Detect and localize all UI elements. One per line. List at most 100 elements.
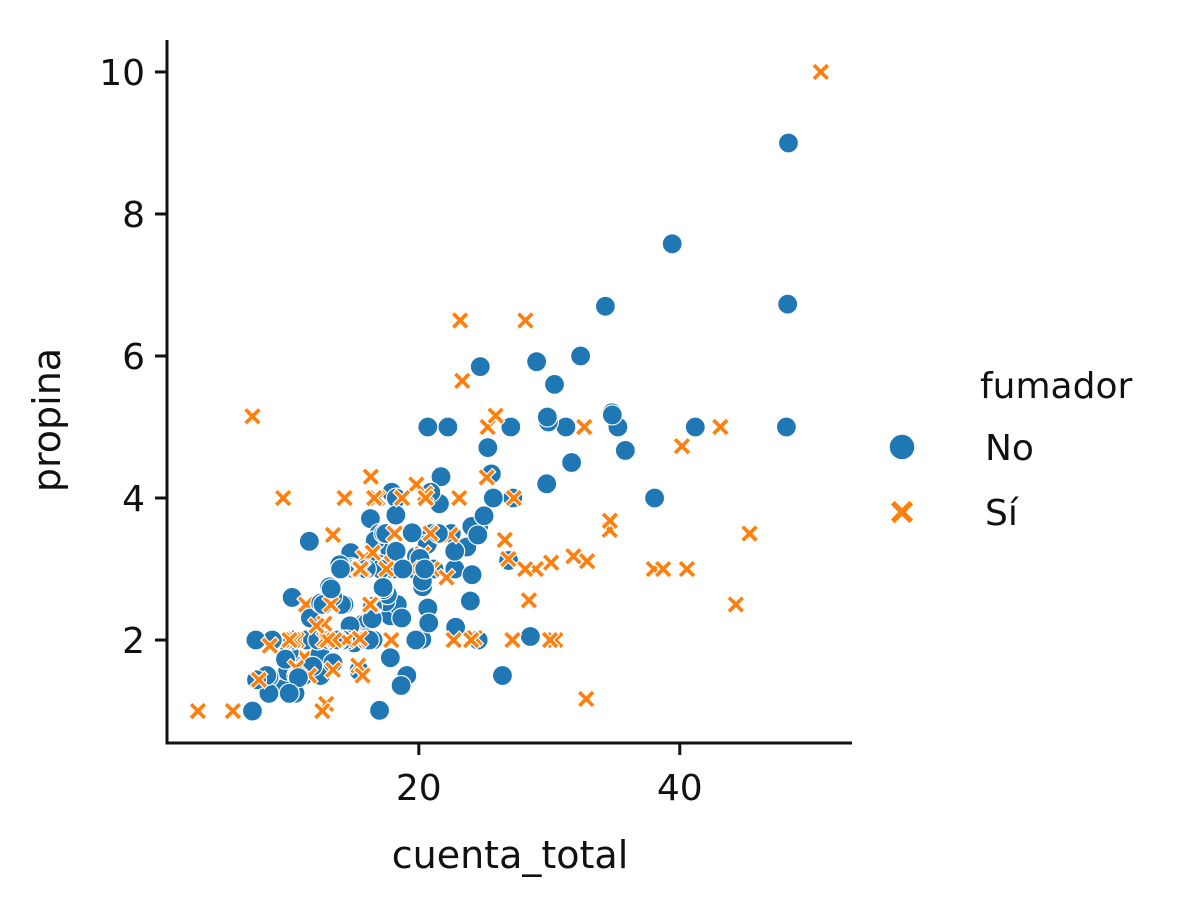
point-si (317, 630, 338, 650)
point-si (672, 436, 692, 457)
point-no (482, 487, 504, 509)
point-no (543, 373, 566, 395)
point-no (519, 625, 541, 648)
point-no (777, 132, 800, 154)
point-si (574, 417, 595, 437)
point-no (601, 404, 623, 426)
y-axis-label: propina (25, 348, 69, 492)
y-tick-label: 4 (122, 479, 145, 520)
point-no (444, 540, 466, 562)
point-no (526, 351, 548, 373)
point-si (443, 630, 464, 650)
point-no (417, 416, 439, 438)
point-no (536, 406, 558, 428)
point-no (777, 293, 799, 315)
point-si (352, 665, 373, 686)
point-no (368, 699, 391, 721)
point-no (390, 674, 412, 697)
point-si (360, 466, 381, 487)
point-no (594, 295, 617, 317)
point-si (515, 310, 536, 331)
point-si (726, 594, 746, 615)
points-layer (188, 62, 831, 722)
point-no (414, 558, 436, 580)
point-si (476, 467, 497, 488)
point-no (775, 416, 797, 438)
y-tick-label: 8 (122, 195, 145, 236)
point-no (401, 522, 423, 544)
point-no (500, 416, 522, 438)
y-tick-label: 2 (122, 621, 145, 662)
point-no (570, 345, 592, 367)
point-si (540, 630, 560, 650)
x-tick-label: 20 (396, 768, 442, 809)
point-no (467, 524, 489, 546)
point-no (477, 436, 499, 459)
point-si (273, 488, 293, 508)
point-si (384, 523, 405, 544)
point-no (555, 416, 577, 438)
legend-label-no: No (985, 428, 1034, 469)
point-si (494, 530, 515, 550)
point-si (576, 689, 597, 709)
point-si (420, 523, 441, 544)
point-si (452, 370, 473, 391)
point-no (385, 504, 407, 526)
point-si (350, 559, 371, 579)
point-no (329, 558, 352, 580)
x-ticks: 20 40 (396, 743, 703, 809)
point-si (306, 615, 327, 636)
y-ticks: 2 4 6 8 10 (99, 53, 167, 662)
point-si (323, 660, 343, 680)
point-no (372, 576, 394, 599)
point-no (379, 647, 401, 669)
point-no (241, 700, 264, 722)
point-no (684, 416, 706, 438)
point-si (242, 406, 263, 427)
point-no (385, 540, 407, 562)
legend-title: fumador (980, 366, 1132, 407)
point-no (320, 578, 342, 600)
point-no (418, 612, 440, 634)
point-no (405, 629, 427, 651)
point-no (536, 473, 558, 495)
point-no (473, 505, 495, 527)
point-si (710, 417, 731, 437)
point-no (614, 439, 636, 462)
point-no (298, 530, 320, 552)
point-si (502, 630, 523, 650)
point-si (577, 551, 597, 572)
point-si (334, 488, 355, 508)
point-si (223, 701, 243, 721)
point-si (349, 628, 370, 649)
point-no (437, 416, 459, 438)
point-si (810, 62, 831, 82)
y-tick-label: 10 (99, 53, 145, 94)
point-no (278, 682, 300, 704)
legend: fumador No Sí (888, 366, 1132, 534)
point-si (364, 488, 385, 508)
point-si (541, 552, 561, 573)
point-si (739, 523, 760, 544)
point-no (661, 233, 683, 255)
point-si (312, 701, 333, 721)
point-si (360, 594, 380, 615)
point-si (515, 559, 536, 579)
y-tick-label: 6 (122, 337, 145, 378)
legend-marker-si (889, 499, 915, 525)
point-no (430, 466, 452, 488)
point-si (485, 405, 506, 426)
point-si (279, 630, 300, 650)
point-si (259, 635, 280, 656)
point-si (450, 310, 471, 331)
point-si (381, 630, 402, 650)
point-si (415, 488, 436, 508)
point-si (362, 542, 383, 563)
x-marker-icon (889, 499, 915, 525)
point-no (287, 667, 309, 689)
legend-label-si: Sí (985, 493, 1019, 534)
point-si (323, 525, 343, 545)
point-si (653, 559, 674, 579)
point-si (677, 559, 697, 579)
